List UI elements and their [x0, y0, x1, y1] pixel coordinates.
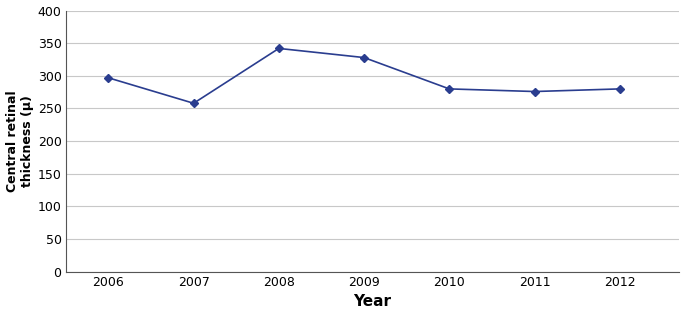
X-axis label: Year: Year	[353, 295, 392, 309]
Y-axis label: Central retinal
thickness (μ): Central retinal thickness (μ)	[5, 90, 34, 192]
